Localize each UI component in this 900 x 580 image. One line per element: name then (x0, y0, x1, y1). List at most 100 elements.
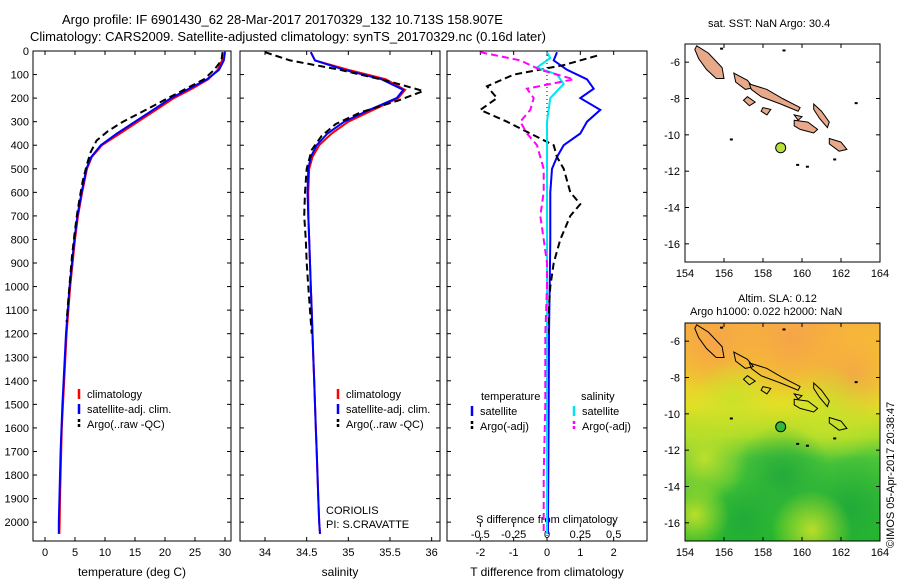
islet-6 (782, 328, 786, 331)
panel-temp: 0100200300400500600700800900100011001200… (5, 46, 232, 579)
map-x-tick-label: 154 (676, 547, 694, 559)
map-sla-subtitle: Argo h1000: 0.022 h2000: NaN (690, 306, 843, 318)
legend-label: Argo(..raw -QC) (87, 419, 165, 431)
map-content (685, 323, 880, 541)
panel-frame (239, 50, 441, 542)
y-tick-label: 300 (11, 117, 29, 129)
map-y-tick-label: -8 (670, 94, 680, 106)
x-tick-label: 30 (219, 547, 231, 559)
series-line-3 (480, 51, 574, 534)
map-y-tick-label: -14 (664, 203, 680, 215)
islet-1 (729, 417, 733, 420)
islet-5 (833, 437, 837, 440)
y-tick-label: 0 (23, 46, 29, 58)
profile-location-marker (775, 421, 787, 433)
map-x-tick-label: 156 (715, 268, 733, 280)
map-x-tick-label: 158 (754, 547, 772, 559)
x-tick-label: 1 (577, 547, 583, 559)
islet-3 (805, 165, 809, 168)
map-sst-title: sat. SST: NaN Argo: 30.4 (708, 18, 831, 30)
map-x-tick-label: 164 (871, 268, 889, 280)
figure-subtitle: Climatology: CARS2009. Satellite-adjuste… (30, 29, 546, 44)
annotation-line1: CORIOLIS (326, 505, 379, 517)
legend-label: satellite-adj. clim. (346, 404, 430, 416)
map-y-tick-label: -12 (664, 445, 680, 457)
annotation-line2: PI: S.CRAVATTE (326, 519, 409, 531)
legend-label: Argo(-adj) (582, 421, 631, 433)
x-tick-label: 5 (72, 547, 78, 559)
islet-5 (833, 158, 837, 161)
islet-2 (796, 442, 800, 445)
map-x-tick-label: 162 (832, 268, 850, 280)
y-tick-label: 500 (11, 164, 29, 176)
map-x-tick-label: 160 (793, 268, 811, 280)
panel-sal: 34 34.5 35 35.5 36 salinity climatology satelli… (239, 50, 441, 579)
map-y-tick-label: -8 (670, 373, 680, 385)
legend-label: satellite-adj. clim. (87, 404, 171, 416)
map-content (685, 44, 880, 262)
x-tick-label: 20 (159, 547, 171, 559)
map-x-tick-label: 154 (676, 268, 694, 280)
island-3 (742, 375, 757, 386)
y-tick-label: 1800 (5, 470, 29, 482)
x-axis-label: salinity (322, 565, 359, 579)
islet-1 (729, 138, 733, 141)
map-sla-title: Altim. SLA: 0.12 (738, 293, 817, 305)
y-tick-label: 1700 (5, 446, 29, 458)
legend-label: climatology (87, 389, 143, 401)
series-line-1 (478, 54, 598, 334)
islet-4 (854, 381, 858, 384)
map-x-tick-label: 160 (793, 547, 811, 559)
map-y-tick-label: -14 (664, 482, 680, 494)
islet-6 (782, 49, 786, 52)
x-top-tick-label: -0.25 (501, 529, 526, 541)
x-top-tick-label: 0.5 (606, 529, 621, 541)
map-frame (684, 43, 881, 263)
map-y-tick-label: -16 (664, 239, 680, 251)
series-line-2 (65, 52, 224, 322)
y-tick-label: 1600 (5, 423, 29, 435)
series-group (478, 51, 602, 534)
legend-label: climatology (346, 389, 402, 401)
island-1 (733, 72, 755, 90)
island-2 (748, 362, 801, 391)
island-8 (793, 114, 804, 122)
series-line-1 (306, 51, 405, 534)
series-group (264, 51, 427, 534)
series-line-2 (264, 51, 427, 334)
map-sla: 154 156 158 160 162 164 -6 -8 -10 -12 -14 -16 ©IMOS … (664, 322, 897, 559)
y-tick-label: 1000 (5, 282, 29, 294)
sla-blob (685, 479, 730, 541)
map-background (685, 44, 880, 262)
y-tick-label: 600 (11, 187, 29, 199)
map-y-tick-label: -6 (670, 336, 680, 348)
legend-title-temperature: temperature (481, 391, 540, 403)
y-tick-label: 1200 (5, 329, 29, 341)
island-0 (694, 45, 725, 79)
x-tick-label: 34.5 (296, 547, 317, 559)
legend-label: satellite (480, 406, 517, 418)
x-tick-label: 10 (99, 547, 111, 559)
map-y-tick-label: -6 (670, 57, 680, 69)
profile-location-marker (775, 142, 787, 154)
map-y-tick-label: -16 (664, 518, 680, 530)
island-4 (760, 386, 772, 395)
island-5 (793, 398, 819, 413)
y-tick-label: 100 (11, 70, 29, 82)
legend-label: Argo(..raw -QC) (346, 419, 424, 431)
y-tick-label: 900 (11, 258, 29, 270)
imos-credit: ©IMOS 05-Apr-2017 20:38:47 (885, 402, 897, 548)
island-3 (742, 96, 757, 107)
map-x-tick-label: 162 (832, 547, 850, 559)
map-y-tick-label: -10 (664, 409, 680, 421)
y-tick-label: 800 (11, 234, 29, 246)
island-6 (813, 381, 830, 408)
x-top-tick-label: -0.5 (471, 529, 490, 541)
islet-2 (796, 163, 800, 166)
y-tick-label: 200 (11, 93, 29, 105)
y-tick-label: 1900 (5, 494, 29, 506)
x-tick-label: 34 (259, 547, 271, 559)
x-top-tick-label: 0.25 (570, 529, 591, 541)
islet-0 (720, 326, 724, 329)
